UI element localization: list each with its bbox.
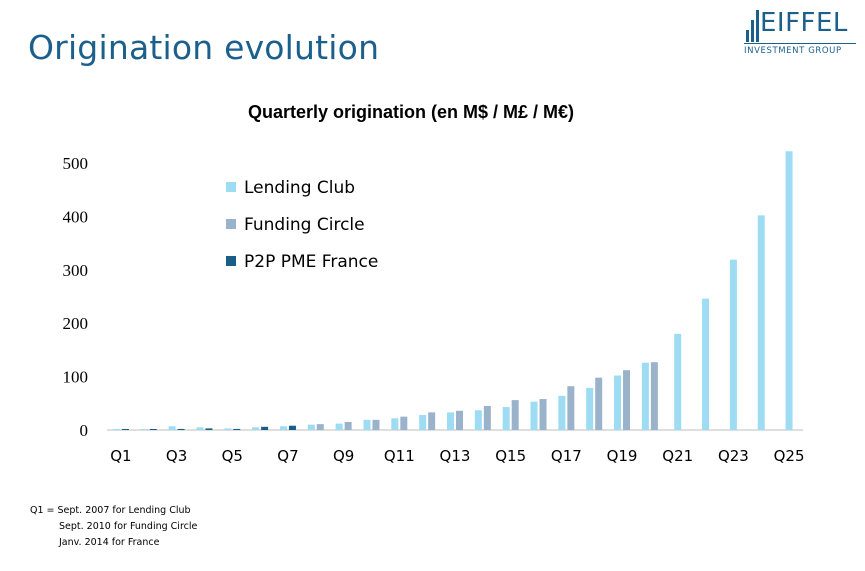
x-tick-label: Q1 — [110, 447, 131, 465]
legend-label: Funding Circle — [244, 215, 365, 235]
bar-p2p-pme-france-q6 — [261, 426, 269, 430]
bar-lending-club-q20 — [641, 362, 649, 430]
legend-label: Lending Club — [244, 178, 355, 198]
bar-lending-club-q3 — [168, 426, 176, 430]
bar-funding-circle-q13 — [456, 410, 463, 430]
logo-rule — [744, 43, 856, 44]
footnote-line-3: Janv. 2014 for France — [59, 537, 160, 548]
x-tick-label: Q3 — [166, 447, 187, 465]
bar-lending-club-q9 — [335, 423, 343, 430]
bar-lending-club-q22 — [702, 298, 710, 430]
bar-lending-club-q16 — [530, 401, 538, 430]
logo-subtitle: INVESTMENT GROUP — [744, 46, 842, 56]
bar-lending-club-q8 — [307, 424, 315, 430]
x-tick-label: Q5 — [222, 447, 243, 465]
x-tick-label: Q23 — [718, 447, 749, 465]
bar-p2p-pme-france-q1 — [121, 429, 129, 430]
y-tick-label: 500 — [63, 154, 89, 173]
footnote: Q1 = Sept. 2007 for Lending Club Sept. 2… — [30, 503, 197, 551]
bar-lending-club-q15 — [502, 407, 510, 430]
bar-funding-circle-q10 — [372, 419, 380, 430]
bar-funding-circle-q12 — [428, 412, 436, 430]
bar-lending-club-q12 — [419, 415, 427, 430]
y-tick-label: 200 — [63, 314, 89, 333]
y-tick-label: 0 — [80, 421, 89, 440]
bar-p2p-pme-france-q7 — [288, 425, 296, 430]
x-tick-label: Q13 — [440, 447, 471, 465]
y-tick-label: 300 — [63, 261, 89, 280]
bar-lending-club-q25 — [785, 151, 793, 430]
bar-funding-circle-q20 — [650, 362, 658, 430]
bar-lending-club-q21 — [674, 333, 682, 430]
legend-swatch — [226, 182, 236, 192]
bar-p2p-pme-france-q2 — [149, 429, 157, 430]
bar-funding-circle-q14 — [483, 405, 491, 430]
bar-funding-circle-q15 — [511, 400, 519, 430]
bar-lending-club-q10 — [363, 419, 371, 430]
eiffel-logo: EIFFEL INVESTMENT GROUP — [742, 6, 858, 58]
x-tick-label: Q15 — [495, 447, 526, 465]
bar-lending-club-q5 — [224, 428, 232, 430]
bar-funding-circle-q18 — [595, 377, 603, 430]
bar-p2p-pme-france-q4 — [205, 428, 213, 430]
bar-p2p-pme-france-q5 — [233, 428, 241, 430]
bar-lending-club-q11 — [391, 418, 399, 430]
bar-lending-club-q18 — [586, 387, 594, 430]
chart-title: Quarterly origination (en M$ / M£ / M€) — [248, 102, 575, 122]
bar-lending-club-q4 — [196, 427, 204, 430]
footnote-line-1: Q1 = Sept. 2007 for Lending Club — [30, 505, 191, 516]
footnote-line-2: Sept. 2010 for Funding Circle — [59, 521, 198, 532]
legend-label: P2P PME France — [244, 252, 378, 272]
bar-funding-circle-q19 — [623, 370, 631, 430]
x-tick-label: Q9 — [333, 447, 354, 465]
y-tick-label: 100 — [63, 368, 89, 387]
bar-lending-club-q6 — [252, 427, 260, 430]
bar-lending-club-q19 — [614, 375, 622, 430]
x-tick-label: Q7 — [277, 447, 298, 465]
x-tick-label: Q11 — [384, 447, 415, 465]
legend-swatch — [226, 256, 236, 266]
x-tick-label: Q25 — [774, 447, 805, 465]
bar-funding-circle-q17 — [567, 386, 575, 430]
y-tick-label: 400 — [63, 207, 89, 226]
x-tick-label: Q19 — [607, 447, 638, 465]
bar-lending-club-q7 — [279, 426, 287, 430]
bar-lending-club-q1 — [112, 429, 120, 430]
bar-funding-circle-q8 — [316, 424, 324, 430]
bar-lending-club-q23 — [729, 259, 737, 430]
bar-lending-club-q14 — [474, 410, 482, 430]
logo-name: EIFFEL — [760, 8, 848, 38]
page-title: Origination evolution — [28, 28, 380, 67]
bar-lending-club-q2 — [140, 429, 148, 430]
bar-funding-circle-q16 — [539, 399, 547, 430]
legend-swatch — [226, 219, 236, 229]
x-tick-label: Q17 — [551, 447, 582, 465]
bar-lending-club-q13 — [447, 412, 454, 430]
eiffel-logo-mark-icon — [746, 10, 759, 42]
bar-funding-circle-q9 — [344, 421, 352, 430]
bar-lending-club-q17 — [558, 395, 566, 430]
bar-p2p-pme-france-q3 — [177, 428, 185, 430]
x-tick-label: Q21 — [662, 447, 693, 465]
bar-funding-circle-q11 — [400, 416, 408, 430]
bar-lending-club-q24 — [757, 215, 765, 430]
